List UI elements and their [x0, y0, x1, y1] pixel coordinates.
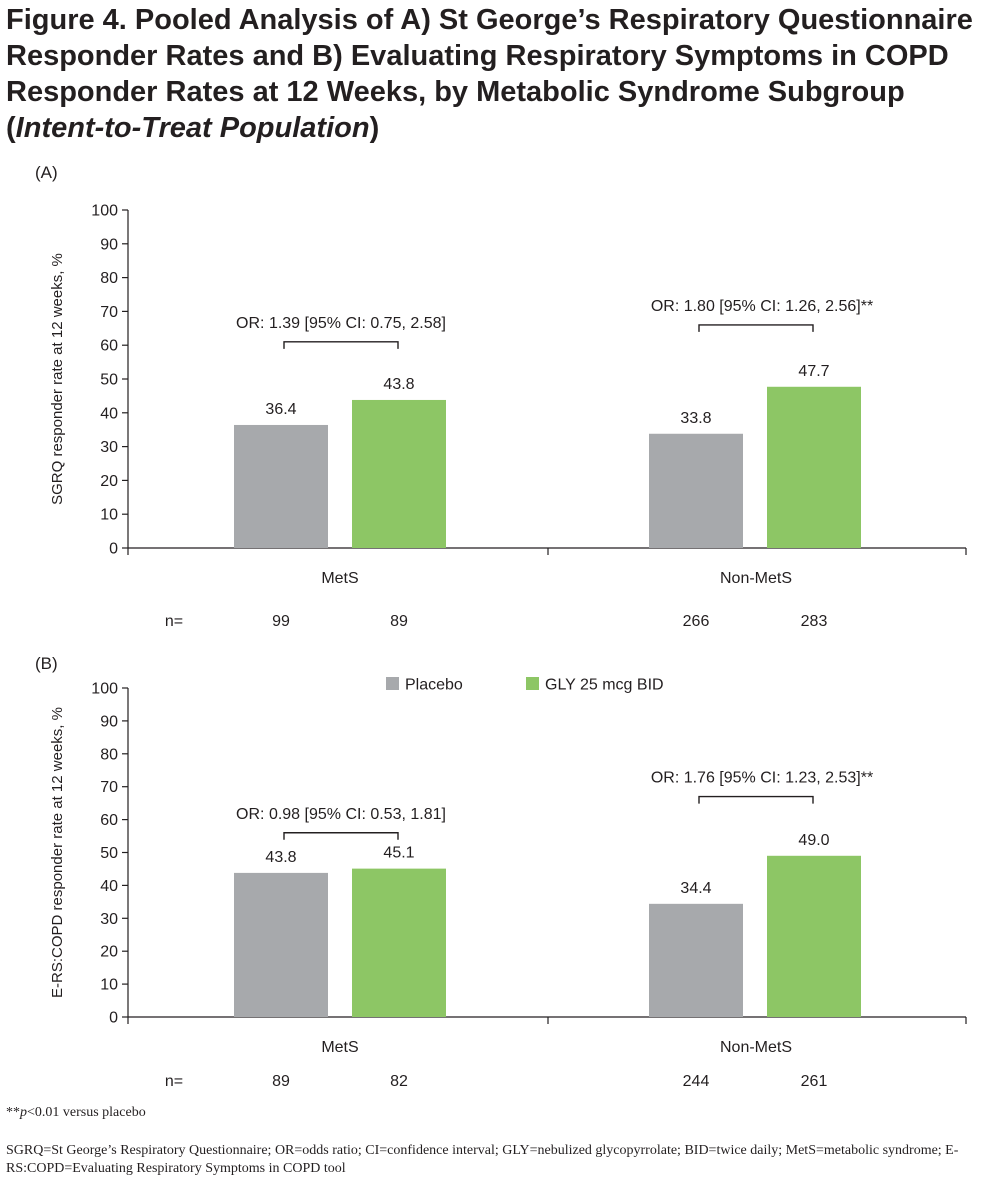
figure-title: Figure 4. Pooled Analysis of A) St Georg… — [6, 2, 996, 146]
figure-title-main: Figure 4. Pooled Analysis of A) St Georg… — [6, 4, 973, 144]
legend-entry-placebo: Placebo — [405, 677, 463, 694]
footnote-prefix: ** — [6, 1105, 20, 1120]
panel-a-y-tick-label: 40 — [100, 405, 118, 422]
panel-b-y-tick-label: 20 — [100, 944, 118, 961]
panel-a-n-value: 266 — [683, 613, 710, 630]
panel-a-label: (A) — [35, 163, 58, 182]
figure-title-end: ) — [369, 112, 380, 144]
panel-b-n-label: n= — [165, 1073, 183, 1090]
panel-a-or-annotation: OR: 1.80 [95% CI: 1.26, 2.56]** — [651, 298, 873, 315]
panel-b-bar-placebo-non-mets — [649, 903, 743, 1017]
panel-a-or-bracket — [283, 341, 399, 349]
panel-a-y-tick-label: 60 — [100, 338, 118, 355]
panel-b-category-label: MetS — [321, 1039, 358, 1056]
panel-a-bar-gly-mets — [352, 399, 446, 548]
panel-a-category-label: MetS — [321, 570, 358, 587]
panel-a-bar-placebo-non-mets — [649, 433, 743, 548]
panel-a-bar-gly-non-mets — [767, 386, 861, 548]
panel-b-bar-placebo-mets — [234, 872, 328, 1017]
panel-b-bar-gly-mets — [352, 868, 446, 1017]
panel-a-y-tick-label: 80 — [100, 270, 118, 287]
panel-a-y-tick-label: 70 — [100, 304, 118, 321]
panel-a-category-label: Non-MetS — [720, 570, 792, 587]
panel-a-data-label: 33.8 — [680, 410, 711, 427]
panel-b-or-bracket — [283, 832, 399, 840]
panel-b-n-value: 82 — [390, 1073, 408, 1090]
panel-b-y-tick-label: 60 — [100, 812, 118, 829]
panel-a-y-tick-label: 50 — [100, 372, 118, 389]
panel-b-y-tick-label: 40 — [100, 878, 118, 895]
panel-a-y-tick-label: 10 — [100, 507, 118, 524]
panel-b-y-tick-label: 10 — [100, 977, 118, 994]
panel-b-y-tick-label: 100 — [91, 681, 118, 698]
panel-a-y-axis-label: SGRQ responder rate at 12 weeks, % — [49, 253, 66, 505]
legend-swatch-placebo — [386, 677, 399, 690]
panel-a-bar-placebo-mets — [234, 424, 328, 548]
panel-b-bar-gly-non-mets — [767, 855, 861, 1017]
panel-a-y-tick-label: 100 — [91, 203, 118, 220]
footnote-text: <0.01 versus placebo — [27, 1105, 146, 1120]
panel-b-category-label: Non-MetS — [720, 1039, 792, 1056]
significance-footnote: **p<0.01 versus placebo — [6, 1104, 991, 1122]
panel-b-y-tick-label: 0 — [109, 1010, 118, 1027]
panel-a-y-tick-label: 30 — [100, 439, 118, 456]
panel-b-n-value: 244 — [683, 1073, 710, 1090]
panel-a-or-annotation: OR: 1.39 [95% CI: 0.75, 2.58] — [236, 315, 446, 332]
panel-a-n-value: 283 — [801, 613, 828, 630]
panel-b-y-axis-label: E-RS:COPD responder rate at 12 weeks, % — [49, 707, 66, 998]
panel-a-or-bracket — [698, 324, 814, 332]
panel-b-data-label: 49.0 — [798, 832, 829, 849]
panel-b-data-label: 34.4 — [680, 880, 711, 897]
panel-b-y-tick-label: 50 — [100, 845, 118, 862]
panel-a-n-value: 89 — [390, 613, 408, 630]
panel-a-y-tick-label: 20 — [100, 473, 118, 490]
panel-a-y-tick-label: 90 — [100, 236, 118, 253]
panel-a-data-label: 47.7 — [798, 363, 829, 380]
abbreviations-footnote: SGRQ=St George’s Respiratory Questionnai… — [6, 1143, 959, 1176]
panel-a-y-tick-label: 0 — [109, 541, 118, 558]
footnote-italic: p — [20, 1105, 27, 1120]
legend-swatch-gly — [526, 677, 539, 690]
panel-b-or-annotation: OR: 0.98 [95% CI: 0.53, 1.81] — [236, 806, 446, 823]
panel-b-y-tick-label: 30 — [100, 911, 118, 928]
figure-title-italic: Intent-to-Treat Population — [15, 112, 370, 144]
panel-b-y-tick-label: 70 — [100, 779, 118, 796]
legend-entry-gly: GLY 25 mcg BID — [545, 677, 664, 694]
panel-b-y-tick-label: 90 — [100, 713, 118, 730]
panel-b-or-annotation: OR: 1.76 [95% CI: 1.23, 2.53]** — [651, 770, 873, 787]
panel-b-data-label: 45.1 — [383, 845, 414, 862]
panel-a-n-label: n= — [165, 613, 183, 630]
panel-b-label: (B) — [35, 654, 58, 673]
panel-b-y-tick-label: 80 — [100, 746, 118, 763]
panel-a-n-value: 99 — [272, 613, 290, 630]
panel-b-n-value: 261 — [801, 1073, 828, 1090]
panel-b-n-value: 89 — [272, 1073, 290, 1090]
panel-b-data-label: 43.8 — [265, 849, 296, 866]
panel-b-or-bracket — [698, 795, 814, 804]
panel-a-data-label: 36.4 — [265, 401, 296, 418]
panel-a-data-label: 43.8 — [383, 376, 414, 393]
